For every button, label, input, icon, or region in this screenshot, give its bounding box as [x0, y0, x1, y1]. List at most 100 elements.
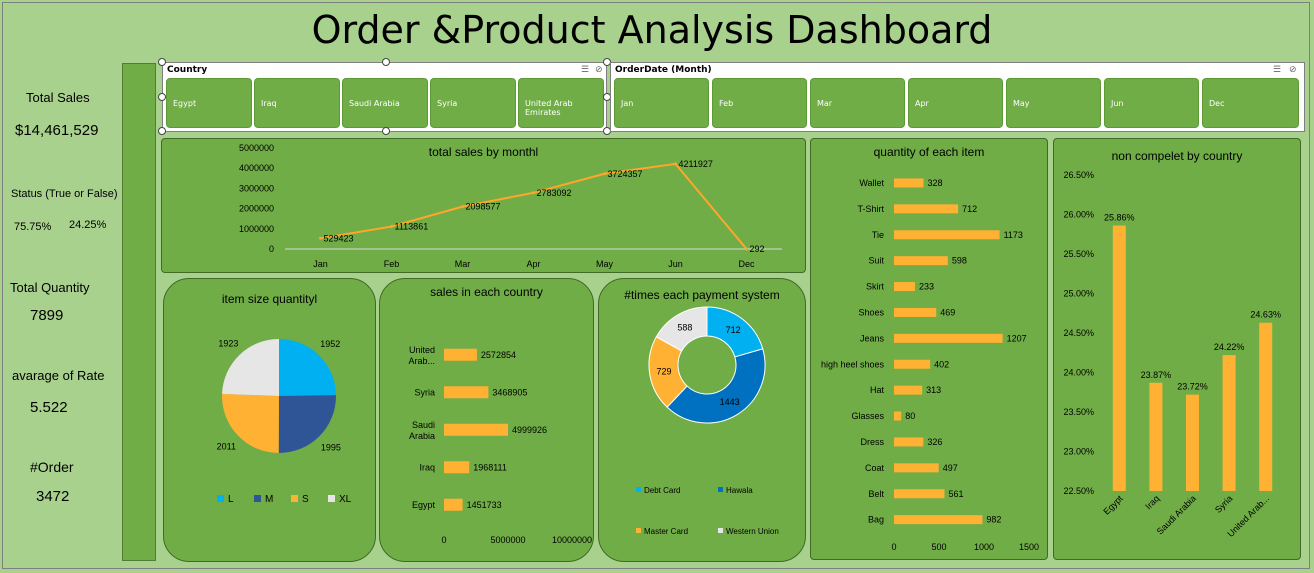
category-label: high heel shoes: [821, 359, 885, 369]
slicer-item-may[interactable]: May: [1006, 78, 1101, 128]
y-tick-label: 0: [269, 244, 274, 254]
data-point: [390, 225, 393, 228]
category-label: Iraq: [1143, 493, 1161, 511]
bar: [894, 230, 1000, 240]
category-label: Shoes: [858, 307, 884, 317]
x-tick-label: 10000000: [552, 535, 592, 545]
bar: [1222, 355, 1236, 491]
country-slicer[interactable]: Country ☰ ⊘ Egypt Iraq Saudi Arabia Syri…: [162, 62, 607, 132]
month-slicer-header: OrderDate (Month): [615, 65, 712, 75]
bar: [1186, 394, 1199, 491]
resize-handle[interactable]: [382, 58, 390, 66]
items-panel: quantity of each item 328 Wallet 712 T-Shir…: [810, 138, 1048, 560]
slice-label: 1923: [218, 338, 238, 348]
slicer-item-dec[interactable]: Dec: [1202, 78, 1299, 128]
data-label: 469: [940, 307, 955, 317]
resize-handle[interactable]: [158, 93, 166, 101]
slicer-item-apr[interactable]: Apr: [908, 78, 1003, 128]
data-label: 328: [928, 178, 943, 188]
payment-title: #times each payment system: [624, 288, 780, 302]
clear-filter-icon[interactable]: ⊘: [1289, 64, 1297, 74]
clear-filter-icon[interactable]: ⊘: [595, 64, 603, 74]
y-tick-label: 25.50%: [1063, 249, 1094, 259]
data-label: 1451733: [467, 500, 502, 510]
country-sales-title: sales in each country: [430, 285, 543, 299]
bar: [894, 178, 924, 188]
y-tick-label: 26.00%: [1063, 210, 1094, 220]
slicer-item-saudi-arabia[interactable]: Saudi Arabia: [342, 78, 428, 128]
slice-label: 1995: [321, 442, 341, 452]
y-tick-label: 2000000: [239, 204, 274, 214]
slicer-item-jan[interactable]: Jan: [614, 78, 709, 128]
bar: [894, 463, 939, 473]
country-slicer-header: Country: [167, 65, 208, 75]
legend-label: XL: [339, 494, 352, 505]
y-tick-label: 23.00%: [1063, 447, 1094, 457]
x-tick-label: 0: [441, 535, 446, 545]
y-tick-label: 1000000: [239, 224, 274, 234]
avg-rate-label: avarage of Rate: [12, 368, 105, 383]
slicer-item-uae[interactable]: United Arab Emirates: [518, 78, 604, 128]
bar: [894, 411, 902, 421]
monthly-sales-chart: 0 1000000 2000000 3000000 4000000 5000000 5294…: [239, 143, 782, 269]
bar: [444, 461, 470, 474]
bar: [1259, 322, 1273, 491]
slice-label: 1952: [320, 339, 340, 349]
slicer-item-syria[interactable]: Syria: [430, 78, 516, 128]
slicer-item-jun[interactable]: Jun: [1104, 78, 1199, 128]
items-bar-chart: 328 Wallet 712 T-Shirt 1173 Tie 598 Suit 233 Skir…: [821, 178, 1039, 552]
category-label: Saudi: [412, 420, 435, 430]
data-label: 313: [926, 385, 941, 395]
resize-handle[interactable]: [382, 127, 390, 135]
x-tick-label: Apr: [526, 259, 540, 269]
category-label: Suit: [868, 256, 884, 266]
y-tick-label: 3000000: [239, 183, 274, 193]
legend-label: S: [302, 494, 309, 505]
x-tick-label: Mar: [455, 259, 471, 269]
category-label: Tie: [872, 230, 884, 240]
x-tick-label: 5000000: [490, 535, 525, 545]
total-sales-label: Total Sales: [26, 90, 90, 105]
bar: [444, 386, 489, 399]
category-label: Egypt: [1101, 493, 1125, 517]
resize-handle[interactable]: [158, 58, 166, 66]
legend-swatch: [217, 495, 224, 502]
data-label: 402: [934, 359, 949, 369]
bar: [894, 359, 931, 369]
multi-select-icon[interactable]: ☰: [581, 64, 590, 74]
bar: [894, 333, 1003, 343]
legend-swatch: [718, 528, 723, 533]
noncomplete-title: non compelet by country: [1111, 149, 1243, 163]
month-slicer[interactable]: OrderDate (Month) ☰ ⊘ Jan Feb Mar Apr Ma…: [610, 62, 1305, 132]
y-tick-label: 25.00%: [1063, 289, 1094, 299]
country-sales-panel: sales in each country 2572854 United Arab.…: [379, 278, 594, 562]
slicer-item-mar[interactable]: Mar: [810, 78, 905, 128]
legend-swatch: [636, 487, 641, 492]
donut-slice: [666, 348, 766, 424]
bar: [444, 423, 508, 436]
slice-label: 1443: [720, 397, 740, 407]
category-label: Iraq: [419, 462, 435, 472]
total-quantity-value: 7899: [30, 307, 64, 324]
slicer-item-iraq[interactable]: Iraq: [254, 78, 340, 128]
size-panel: item size quantityl 1952 1995 2011 1923 L M S X…: [163, 278, 376, 562]
pie-slice: [222, 393, 279, 453]
pie-slice: [279, 339, 336, 396]
resize-handle[interactable]: [158, 127, 166, 135]
slicer-item-egypt[interactable]: Egypt: [166, 78, 252, 128]
bar: [894, 515, 983, 525]
x-tick-label: Jan: [313, 259, 328, 269]
pie-slice: [222, 339, 279, 396]
data-label: 1207: [1007, 333, 1027, 343]
category-label: Jeans: [860, 333, 885, 343]
slicer-item-feb[interactable]: Feb: [712, 78, 807, 128]
multi-select-icon[interactable]: ☰: [1273, 64, 1282, 74]
legend-label: M: [265, 494, 273, 505]
data-label: 3468905: [492, 387, 527, 397]
legend-swatch: [328, 495, 335, 502]
avg-rate-value: 5.522: [30, 399, 68, 416]
legend-swatch: [291, 495, 298, 502]
category-label: Egypt: [412, 500, 436, 510]
data-label: 2572854: [481, 350, 516, 360]
data-label: 23.72%: [1177, 382, 1208, 392]
